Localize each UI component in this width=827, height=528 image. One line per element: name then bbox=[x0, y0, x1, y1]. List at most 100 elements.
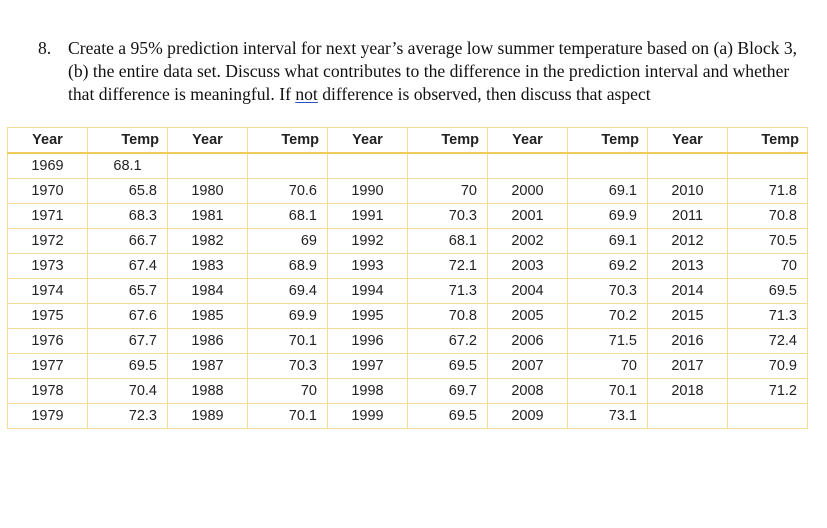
temp-cell: 70 bbox=[247, 378, 328, 404]
year-cell: 2007 bbox=[487, 353, 568, 379]
temp-cell: 69.5 bbox=[87, 353, 168, 379]
temp-cell bbox=[727, 152, 808, 179]
temp-cell: 70 bbox=[567, 353, 648, 379]
temp-cell bbox=[727, 403, 808, 429]
year-cell: 2003 bbox=[487, 253, 568, 279]
year-cell: 2002 bbox=[487, 228, 568, 254]
year-cell: 1990 bbox=[327, 178, 408, 204]
year-cell: 2009 bbox=[487, 403, 568, 429]
year-cell: 1981 bbox=[167, 203, 248, 229]
year-cell: 1974 bbox=[7, 278, 88, 304]
temp-cell: 70.3 bbox=[407, 203, 488, 229]
table-body: 1969 68.1 1970 65.8 1980 70.6 1990 70 2000 69.1 20… bbox=[7, 152, 808, 429]
year-cell: 1987 bbox=[167, 353, 248, 379]
temp-cell: 71.8 bbox=[727, 178, 808, 204]
table-row: 1975 67.6 1985 69.9 1995 70.8 2005 70.2 2015 71.3 bbox=[7, 303, 808, 329]
temp-cell: 70.1 bbox=[567, 378, 648, 404]
year-cell: 1973 bbox=[7, 253, 88, 279]
year-cell: 1985 bbox=[167, 303, 248, 329]
temp-cell: 69.1 bbox=[567, 228, 648, 254]
question-text: Create a 95% prediction interval for nex… bbox=[68, 37, 798, 106]
year-cell: 1976 bbox=[7, 328, 88, 354]
year-cell: 1975 bbox=[7, 303, 88, 329]
table-row: 1971 68.3 1981 68.1 1991 70.3 2001 69.9 2011 70.8 bbox=[7, 203, 808, 229]
year-cell: 1992 bbox=[327, 228, 408, 254]
column-header-year: Year bbox=[327, 127, 408, 154]
table-row: 1977 69.5 1987 70.3 1997 69.5 2007 70 2017 70.9 bbox=[7, 353, 808, 379]
table-row: 1974 65.7 1984 69.4 1994 71.3 2004 70.3 2014 69.5 bbox=[7, 278, 808, 304]
table-row: 1970 65.8 1980 70.6 1990 70 2000 69.1 2010 71.8 bbox=[7, 178, 808, 204]
temp-cell: 69.9 bbox=[567, 203, 648, 229]
temp-cell: 67.6 bbox=[87, 303, 168, 329]
year-cell: 2013 bbox=[647, 253, 728, 279]
year-cell: 2008 bbox=[487, 378, 568, 404]
temp-cell: 70.3 bbox=[567, 278, 648, 304]
column-header-year: Year bbox=[487, 127, 568, 154]
temp-cell: 68.9 bbox=[247, 253, 328, 279]
question-number: 8. bbox=[38, 38, 52, 58]
temp-cell: 69.5 bbox=[407, 353, 488, 379]
table-row: 1979 72.3 1989 70.1 1999 69.5 2009 73.1 bbox=[7, 403, 808, 429]
year-cell: 1999 bbox=[327, 403, 408, 429]
year-cell: 1986 bbox=[167, 328, 248, 354]
year-cell: 1970 bbox=[7, 178, 88, 204]
year-cell: 2017 bbox=[647, 353, 728, 379]
question-text-before: Create a 95% prediction interval for nex… bbox=[68, 38, 798, 104]
temp-cell: 70.3 bbox=[247, 353, 328, 379]
column-header-year: Year bbox=[167, 127, 248, 154]
year-cell: 1984 bbox=[167, 278, 248, 304]
temp-cell bbox=[567, 152, 648, 179]
year-cell bbox=[647, 152, 728, 179]
year-cell: 1982 bbox=[167, 228, 248, 254]
temp-cell bbox=[247, 152, 328, 179]
column-header-temp: Temp bbox=[727, 127, 808, 154]
temp-cell: 69.4 bbox=[247, 278, 328, 304]
year-cell bbox=[327, 152, 408, 179]
temp-cell: 70.1 bbox=[247, 328, 328, 354]
temp-cell: 69.7 bbox=[407, 378, 488, 404]
year-cell: 1991 bbox=[327, 203, 408, 229]
column-header-temp: Temp bbox=[247, 127, 328, 154]
temp-cell: 69 bbox=[247, 228, 328, 254]
temp-cell: 68.1 bbox=[407, 228, 488, 254]
temp-cell: 65.7 bbox=[87, 278, 168, 304]
temp-cell: 67.2 bbox=[407, 328, 488, 354]
temp-cell: 70.8 bbox=[727, 203, 808, 229]
year-cell: 2016 bbox=[647, 328, 728, 354]
year-cell: 1996 bbox=[327, 328, 408, 354]
temp-cell: 70.4 bbox=[87, 378, 168, 404]
year-cell: 2015 bbox=[647, 303, 728, 329]
year-cell: 2018 bbox=[647, 378, 728, 404]
year-cell bbox=[647, 403, 728, 429]
temp-cell: 72.3 bbox=[87, 403, 168, 429]
table-row: 1973 67.4 1983 68.9 1993 72.1 2003 69.2 2013 70 bbox=[7, 253, 808, 279]
temp-cell: 71.2 bbox=[727, 378, 808, 404]
table-row: 1976 67.7 1986 70.1 1996 67.2 2006 71.5 2016 72.4 bbox=[7, 328, 808, 354]
table-row: 1978 70.4 1988 70 1998 69.7 2008 70.1 2018 71.2 bbox=[7, 378, 808, 404]
temp-cell: 69.5 bbox=[727, 278, 808, 304]
temp-cell: 69.5 bbox=[407, 403, 488, 429]
year-cell: 1977 bbox=[7, 353, 88, 379]
year-cell: 1978 bbox=[7, 378, 88, 404]
year-cell: 1980 bbox=[167, 178, 248, 204]
table-header-row: Year Temp Year Temp Year Temp Year Temp Year Temp bbox=[7, 127, 808, 154]
year-cell: 1979 bbox=[7, 403, 88, 429]
temp-cell: 68.1 bbox=[87, 152, 168, 179]
year-cell: 1988 bbox=[167, 378, 248, 404]
temp-cell: 68.3 bbox=[87, 203, 168, 229]
year-cell: 2006 bbox=[487, 328, 568, 354]
temp-cell: 70.5 bbox=[727, 228, 808, 254]
temp-cell: 70.1 bbox=[247, 403, 328, 429]
year-cell: 1972 bbox=[7, 228, 88, 254]
year-cell bbox=[167, 152, 248, 179]
year-cell: 2001 bbox=[487, 203, 568, 229]
year-cell: 1993 bbox=[327, 253, 408, 279]
temp-cell: 73.1 bbox=[567, 403, 648, 429]
temp-cell: 70.9 bbox=[727, 353, 808, 379]
question-underlined-word: not bbox=[295, 84, 318, 104]
year-cell bbox=[487, 152, 568, 179]
temp-cell: 66.7 bbox=[87, 228, 168, 254]
question-text-after: difference is observed, then discuss tha… bbox=[317, 84, 651, 104]
column-header-temp: Temp bbox=[87, 127, 168, 154]
temp-cell: 69.2 bbox=[567, 253, 648, 279]
